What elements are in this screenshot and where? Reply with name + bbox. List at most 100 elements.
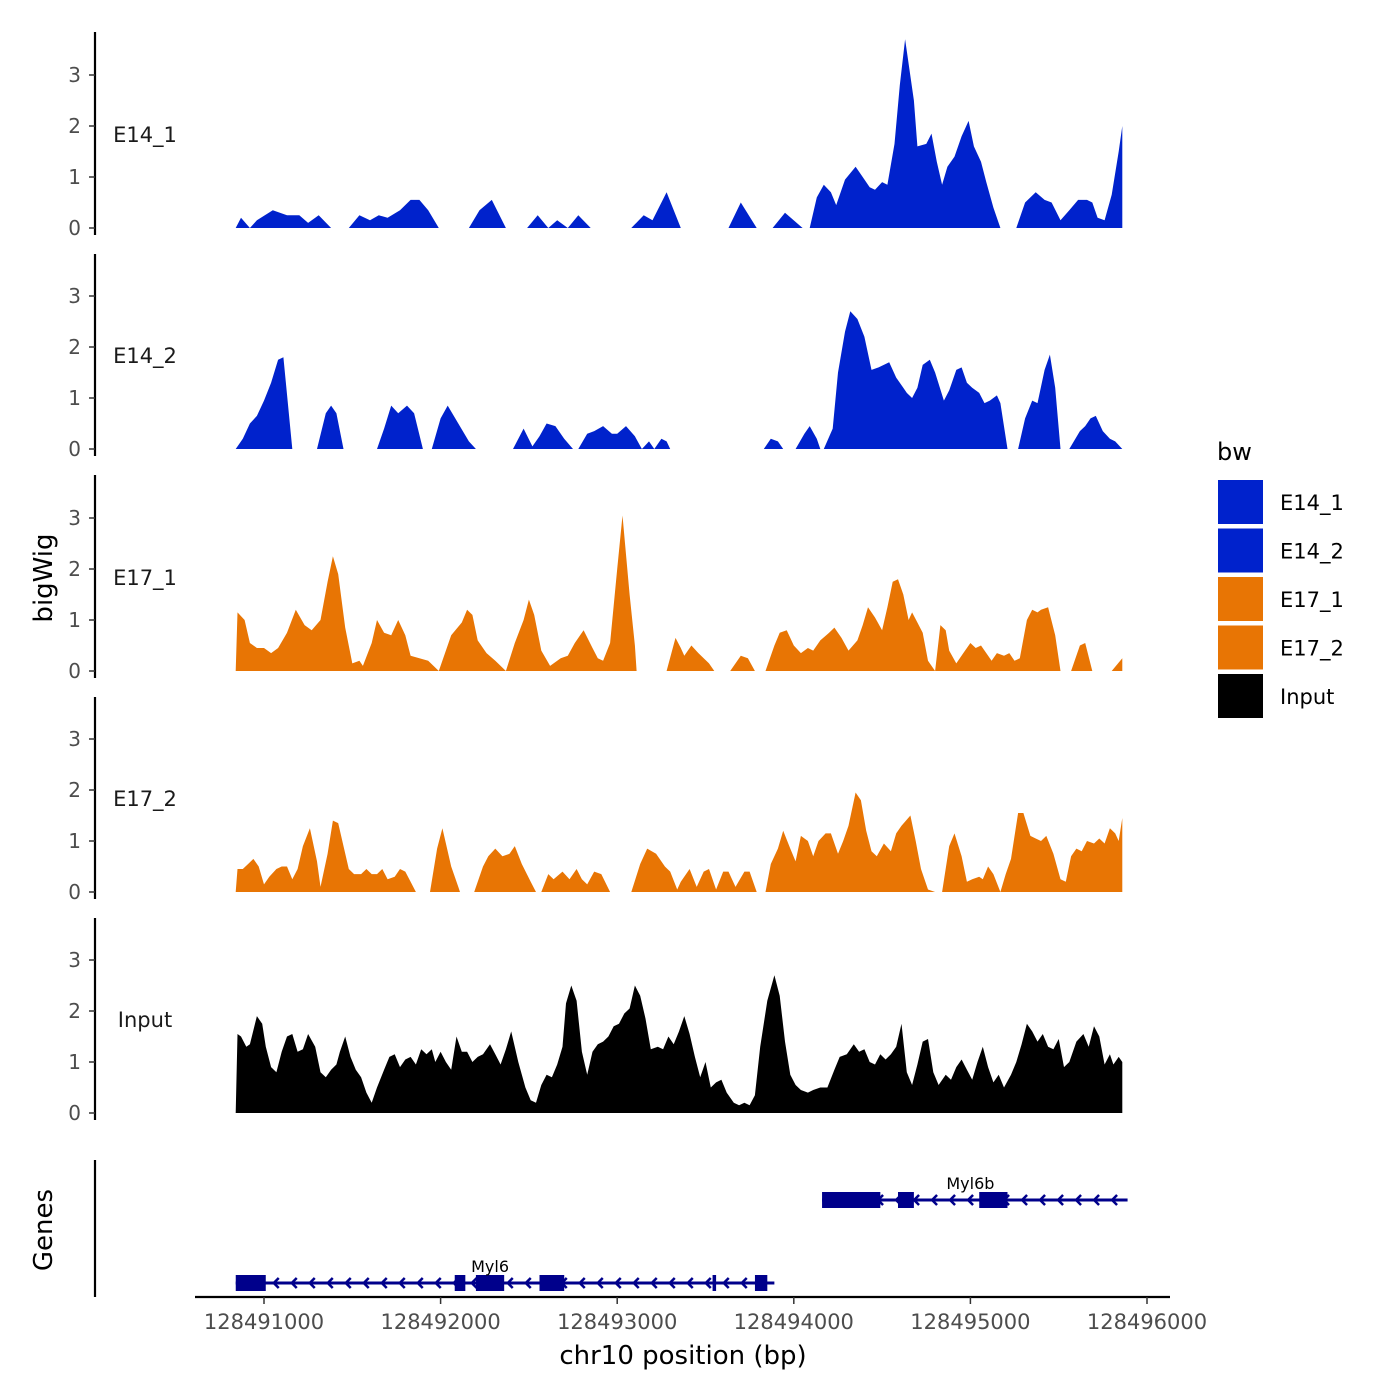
strand-chevron — [930, 1194, 938, 1206]
track-input: 0 1 2 3 Input — [68, 918, 1123, 1125]
legend-swatch — [1218, 480, 1263, 524]
area-input — [235, 975, 1123, 1113]
track-label: E14_2 — [113, 344, 177, 369]
legend-item-e17-2: E17_2 — [1218, 625, 1344, 670]
strand-chevron — [1092, 1194, 1100, 1206]
area-e14-2 — [235, 311, 1123, 449]
strand-chevron — [523, 1277, 532, 1289]
strand-chevron — [361, 1277, 370, 1289]
track-label: E14_1 — [113, 123, 177, 148]
track-label: E17_2 — [113, 787, 177, 812]
legend-swatch — [1218, 577, 1263, 621]
exon — [822, 1192, 881, 1208]
y-tick-label: 2 — [68, 557, 81, 581]
exon — [475, 1275, 505, 1291]
exon — [235, 1275, 266, 1291]
y-tick-label: 1 — [68, 165, 81, 189]
legend-label: E17_1 — [1280, 588, 1344, 613]
track-e17-1: 0 1 2 3 E17_1 — [68, 475, 1123, 683]
genes-area: Myl6b Myl6 — [93, 1160, 1128, 1297]
x-axis: 128491000 128492000 128493000 128494000 1284… — [195, 1295, 1207, 1334]
y-tick-label: 0 — [68, 216, 81, 240]
gene-myl6: Myl6 — [235, 1257, 775, 1291]
y-tick-label: 3 — [68, 63, 81, 87]
strand-chevron — [631, 1277, 640, 1289]
y-tick-label: 2 — [68, 335, 81, 359]
y-tick-label: 2 — [68, 999, 81, 1023]
x-tick-label: 128492000 — [380, 1310, 500, 1334]
strand-chevron — [595, 1277, 604, 1289]
genes-axis-title: Genes — [29, 1189, 59, 1271]
x-tick-label: 128494000 — [734, 1310, 854, 1334]
exon — [897, 1192, 914, 1208]
legend-title: bw — [1217, 438, 1252, 466]
y-tick-label: 0 — [68, 659, 81, 683]
strand-chevron — [271, 1277, 280, 1289]
legend-item-e14-2: E14_2 — [1218, 528, 1344, 573]
strand-chevron — [415, 1277, 424, 1289]
track-label: Input — [118, 1008, 172, 1032]
x-tick-label: 128491000 — [204, 1310, 324, 1334]
track-label: E17_1 — [113, 566, 177, 591]
strand-chevron — [721, 1277, 730, 1289]
legend-label: E14_2 — [1280, 540, 1344, 565]
strand-chevron — [1020, 1194, 1028, 1206]
legend-label: Input — [1280, 685, 1334, 709]
legend: bw E14_1 E14_2 E17_1 E17_2 Input — [1217, 438, 1344, 718]
y-tick-label: 2 — [68, 778, 81, 802]
gene-label: Myl6 — [471, 1257, 509, 1276]
strand-chevron — [505, 1277, 514, 1289]
area-e17-1 — [235, 515, 1123, 671]
legend-label: E14_1 — [1280, 491, 1344, 516]
strand-chevron — [1038, 1194, 1046, 1206]
gene-label: Myl6b — [946, 1174, 994, 1193]
y-tick-label: 1 — [68, 1050, 81, 1074]
strand-chevron — [966, 1194, 974, 1206]
legend-label: E17_2 — [1280, 637, 1344, 662]
track-e17-2: 0 1 2 3 E17_2 — [68, 697, 1123, 904]
legend-swatch — [1218, 625, 1263, 670]
y-tick-label: 1 — [68, 386, 81, 410]
strand-chevron — [739, 1277, 748, 1289]
strand-chevron — [397, 1277, 406, 1289]
x-axis-title: chr10 position (bp) — [559, 1341, 806, 1371]
strand-chevron — [703, 1277, 712, 1289]
strand-chevron — [948, 1194, 956, 1206]
y-tick-label: 3 — [68, 948, 81, 972]
strand-chevron — [613, 1277, 622, 1289]
legend-item-e14-1: E14_1 — [1218, 480, 1344, 524]
area-e17-2 — [235, 792, 1123, 892]
strand-chevron — [307, 1277, 316, 1289]
y-tick-label: 3 — [68, 506, 81, 530]
y-tick-label: 0 — [68, 1101, 81, 1125]
exon — [454, 1275, 466, 1291]
strand-chevron — [577, 1277, 586, 1289]
strand-chevron — [325, 1277, 334, 1289]
strand-chevron — [1056, 1194, 1064, 1206]
exon — [712, 1275, 717, 1291]
y-axis-title: bigWig — [29, 533, 59, 622]
strand-chevron — [289, 1277, 298, 1289]
strand-chevron — [1074, 1194, 1082, 1206]
legend-item-e17-1: E17_1 — [1218, 577, 1344, 621]
legend-swatch — [1218, 528, 1263, 573]
exon — [539, 1275, 565, 1291]
exon — [979, 1192, 1008, 1208]
strand-chevron — [1110, 1194, 1118, 1206]
tracks-area: 0 1 2 3 E14_1 0 1 2 3 E14_2 0 1 2 3 E17_1 0 1 2 3 E17_2 0 1 2 3… — [68, 32, 1123, 1125]
y-tick-label: 3 — [68, 727, 81, 751]
legend-swatch — [1218, 674, 1263, 718]
legend-item-input: Input — [1218, 674, 1334, 718]
strand-chevron — [649, 1277, 658, 1289]
strand-chevron — [685, 1277, 694, 1289]
exon — [754, 1275, 768, 1291]
y-tick-label: 3 — [68, 284, 81, 308]
y-tick-label: 0 — [68, 437, 81, 461]
x-tick-label: 128495000 — [910, 1310, 1030, 1334]
y-tick-label: 1 — [68, 829, 81, 853]
strand-chevron — [667, 1277, 676, 1289]
strand-chevron — [379, 1277, 388, 1289]
strand-chevron — [343, 1277, 352, 1289]
